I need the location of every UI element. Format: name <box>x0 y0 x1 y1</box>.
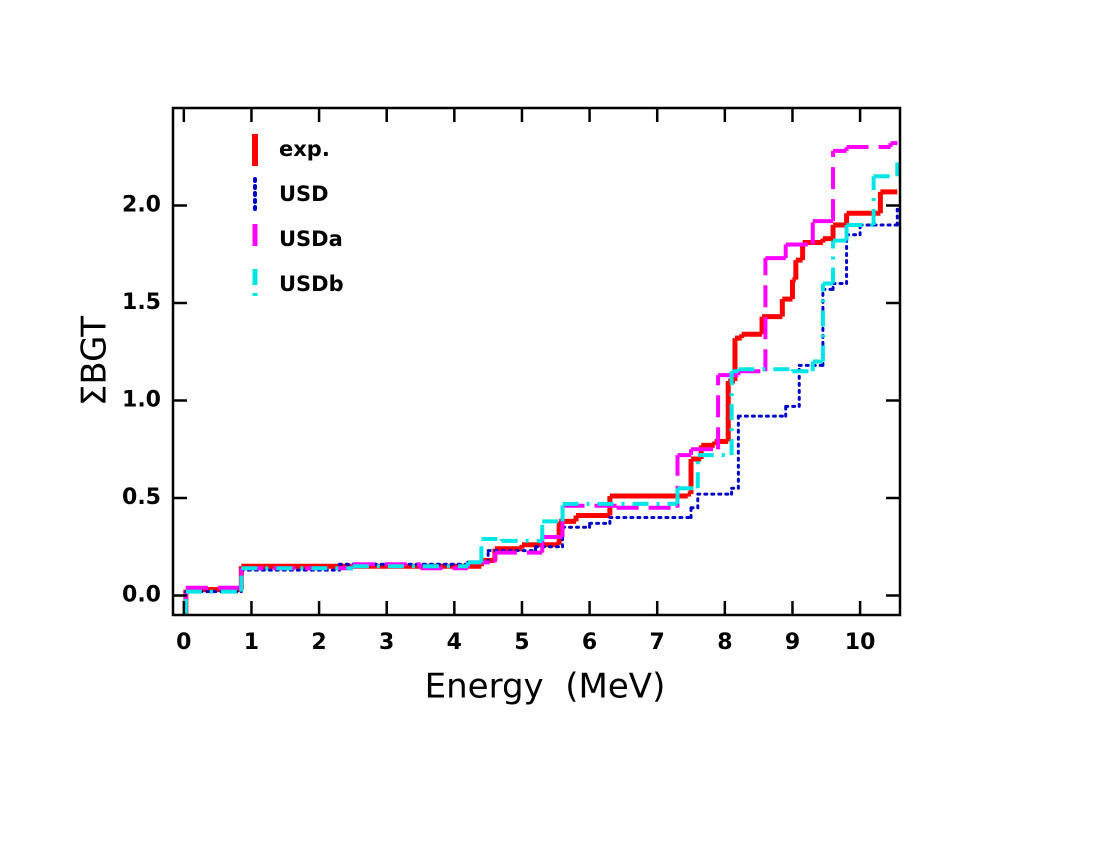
x-axis-label: Energy (MeV) <box>425 667 666 707</box>
x-tick-label: 0 <box>176 630 191 655</box>
y-tick-label: 1.0 <box>122 388 161 413</box>
y-axis-label: ΣBGT <box>75 316 115 406</box>
x-tick-label: 10 <box>845 630 876 655</box>
y-tick-label: 2.0 <box>122 193 161 218</box>
x-tick-label: 1 <box>244 630 259 655</box>
legend-label: USDa <box>279 227 343 251</box>
x-tick-label: 4 <box>447 630 462 655</box>
y-tick-label: 1.5 <box>122 290 161 315</box>
legend-label: exp. <box>279 137 330 161</box>
y-tick-label: 0.5 <box>122 485 161 510</box>
plot-frame <box>171 106 902 617</box>
x-tick-label: 3 <box>379 630 394 655</box>
plot-area <box>183 141 900 615</box>
x-tick-label: 2 <box>311 630 326 655</box>
legend-label: USDb <box>279 272 344 296</box>
x-tick-label: 8 <box>717 630 732 655</box>
x-tick-label: 7 <box>650 630 665 655</box>
x-tick-label: 5 <box>514 630 529 655</box>
x-tick-label: 6 <box>582 630 597 655</box>
legend-label: USD <box>279 182 329 206</box>
x-tick-label: 9 <box>785 630 800 655</box>
y-tick-label: 0.0 <box>122 583 161 608</box>
